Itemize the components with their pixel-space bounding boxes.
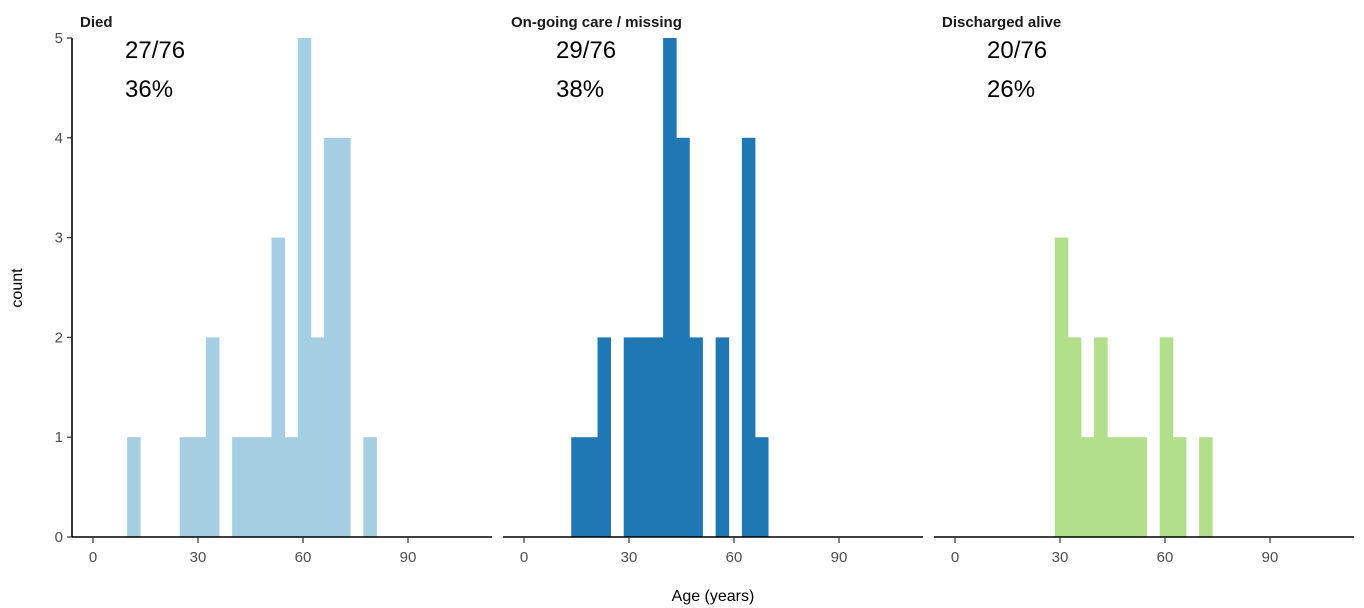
y-axis: 0 1 2 3 4 5 bbox=[55, 30, 73, 546]
facet-panel: 0 30 60 90 Died 27/76 36% bbox=[72, 14, 492, 566]
histogram-bar bbox=[205, 337, 220, 537]
x-tick-label: 0 bbox=[520, 549, 528, 566]
panel-title: Died bbox=[80, 14, 113, 31]
histogram-bar bbox=[337, 137, 351, 538]
y-tick-label: 0 bbox=[55, 529, 63, 546]
histogram-bar bbox=[571, 437, 585, 537]
histogram-bar bbox=[1199, 437, 1213, 537]
y-tick-label: 1 bbox=[55, 429, 63, 446]
histogram-bar bbox=[232, 437, 246, 537]
histogram-bar bbox=[663, 38, 677, 537]
histogram-bar bbox=[258, 437, 272, 537]
x-tick-label: 60 bbox=[1157, 549, 1174, 566]
annotation-count: 29/76 bbox=[556, 37, 616, 64]
x-tick-label: 30 bbox=[621, 549, 638, 566]
histogram-bar bbox=[1054, 237, 1069, 537]
histogram-bar bbox=[741, 137, 756, 538]
histogram-bar bbox=[310, 337, 325, 537]
x-tick-label: 60 bbox=[726, 549, 743, 566]
histogram-bar bbox=[1094, 337, 1108, 537]
histogram-bar bbox=[597, 337, 612, 537]
annotation-percent: 38% bbox=[556, 76, 604, 103]
histogram-bar bbox=[650, 337, 664, 537]
histogram-bar bbox=[636, 337, 651, 537]
histogram-bar bbox=[271, 237, 286, 537]
histogram-bar bbox=[127, 437, 141, 537]
x-tick-label: 30 bbox=[190, 549, 207, 566]
histogram-bar bbox=[284, 437, 299, 537]
histogram-bar bbox=[1159, 337, 1174, 537]
y-tick-label: 5 bbox=[55, 30, 63, 47]
histogram-bar bbox=[1120, 437, 1134, 537]
histogram-bar bbox=[1107, 437, 1121, 537]
x-tick-label: 30 bbox=[1052, 549, 1069, 566]
histogram-bar bbox=[324, 137, 338, 538]
x-tick-label: 0 bbox=[951, 549, 959, 566]
histogram-bar bbox=[297, 38, 312, 537]
histogram-bar bbox=[1067, 337, 1082, 537]
y-tick-label: 2 bbox=[55, 329, 63, 346]
annotation-percent: 26% bbox=[987, 76, 1035, 103]
x-tick-label: 90 bbox=[1262, 549, 1279, 566]
y-tick-label: 3 bbox=[55, 230, 63, 247]
x-tick-label: 90 bbox=[400, 549, 417, 566]
y-tick-label: 4 bbox=[55, 130, 63, 147]
panel-title: On-going care / missing bbox=[511, 14, 682, 31]
histogram-bar bbox=[676, 137, 690, 538]
annotation-percent: 36% bbox=[125, 76, 173, 103]
x-tick-label: 0 bbox=[89, 549, 97, 566]
histogram-bar bbox=[192, 437, 207, 537]
histogram-bar bbox=[1081, 437, 1095, 537]
x-axis-title: Age (years) bbox=[672, 588, 755, 605]
x-tick-label: 60 bbox=[295, 549, 312, 566]
y-axis-title: count bbox=[9, 268, 26, 308]
histogram-bar bbox=[584, 437, 598, 537]
histogram-bar bbox=[755, 437, 769, 537]
panel-title: Discharged alive bbox=[942, 14, 1061, 31]
histogram-bar bbox=[245, 437, 259, 537]
histogram-bar bbox=[715, 337, 730, 537]
facet-panel: 0 30 60 90 On-going care / missing 29/76 38% bbox=[503, 14, 923, 566]
histogram-bar bbox=[1172, 437, 1187, 537]
histogram-bar bbox=[623, 337, 638, 537]
x-tick-label: 90 bbox=[831, 549, 848, 566]
annotation-count: 20/76 bbox=[987, 37, 1047, 64]
histogram-bar bbox=[363, 437, 377, 537]
histogram-bar bbox=[1133, 437, 1148, 537]
histogram-bar bbox=[689, 337, 703, 537]
histogram-bar bbox=[179, 437, 194, 537]
facet-panel: 0 30 60 90 Discharged alive 20/76 26% bbox=[934, 14, 1354, 566]
annotation-count: 27/76 bbox=[125, 37, 185, 64]
